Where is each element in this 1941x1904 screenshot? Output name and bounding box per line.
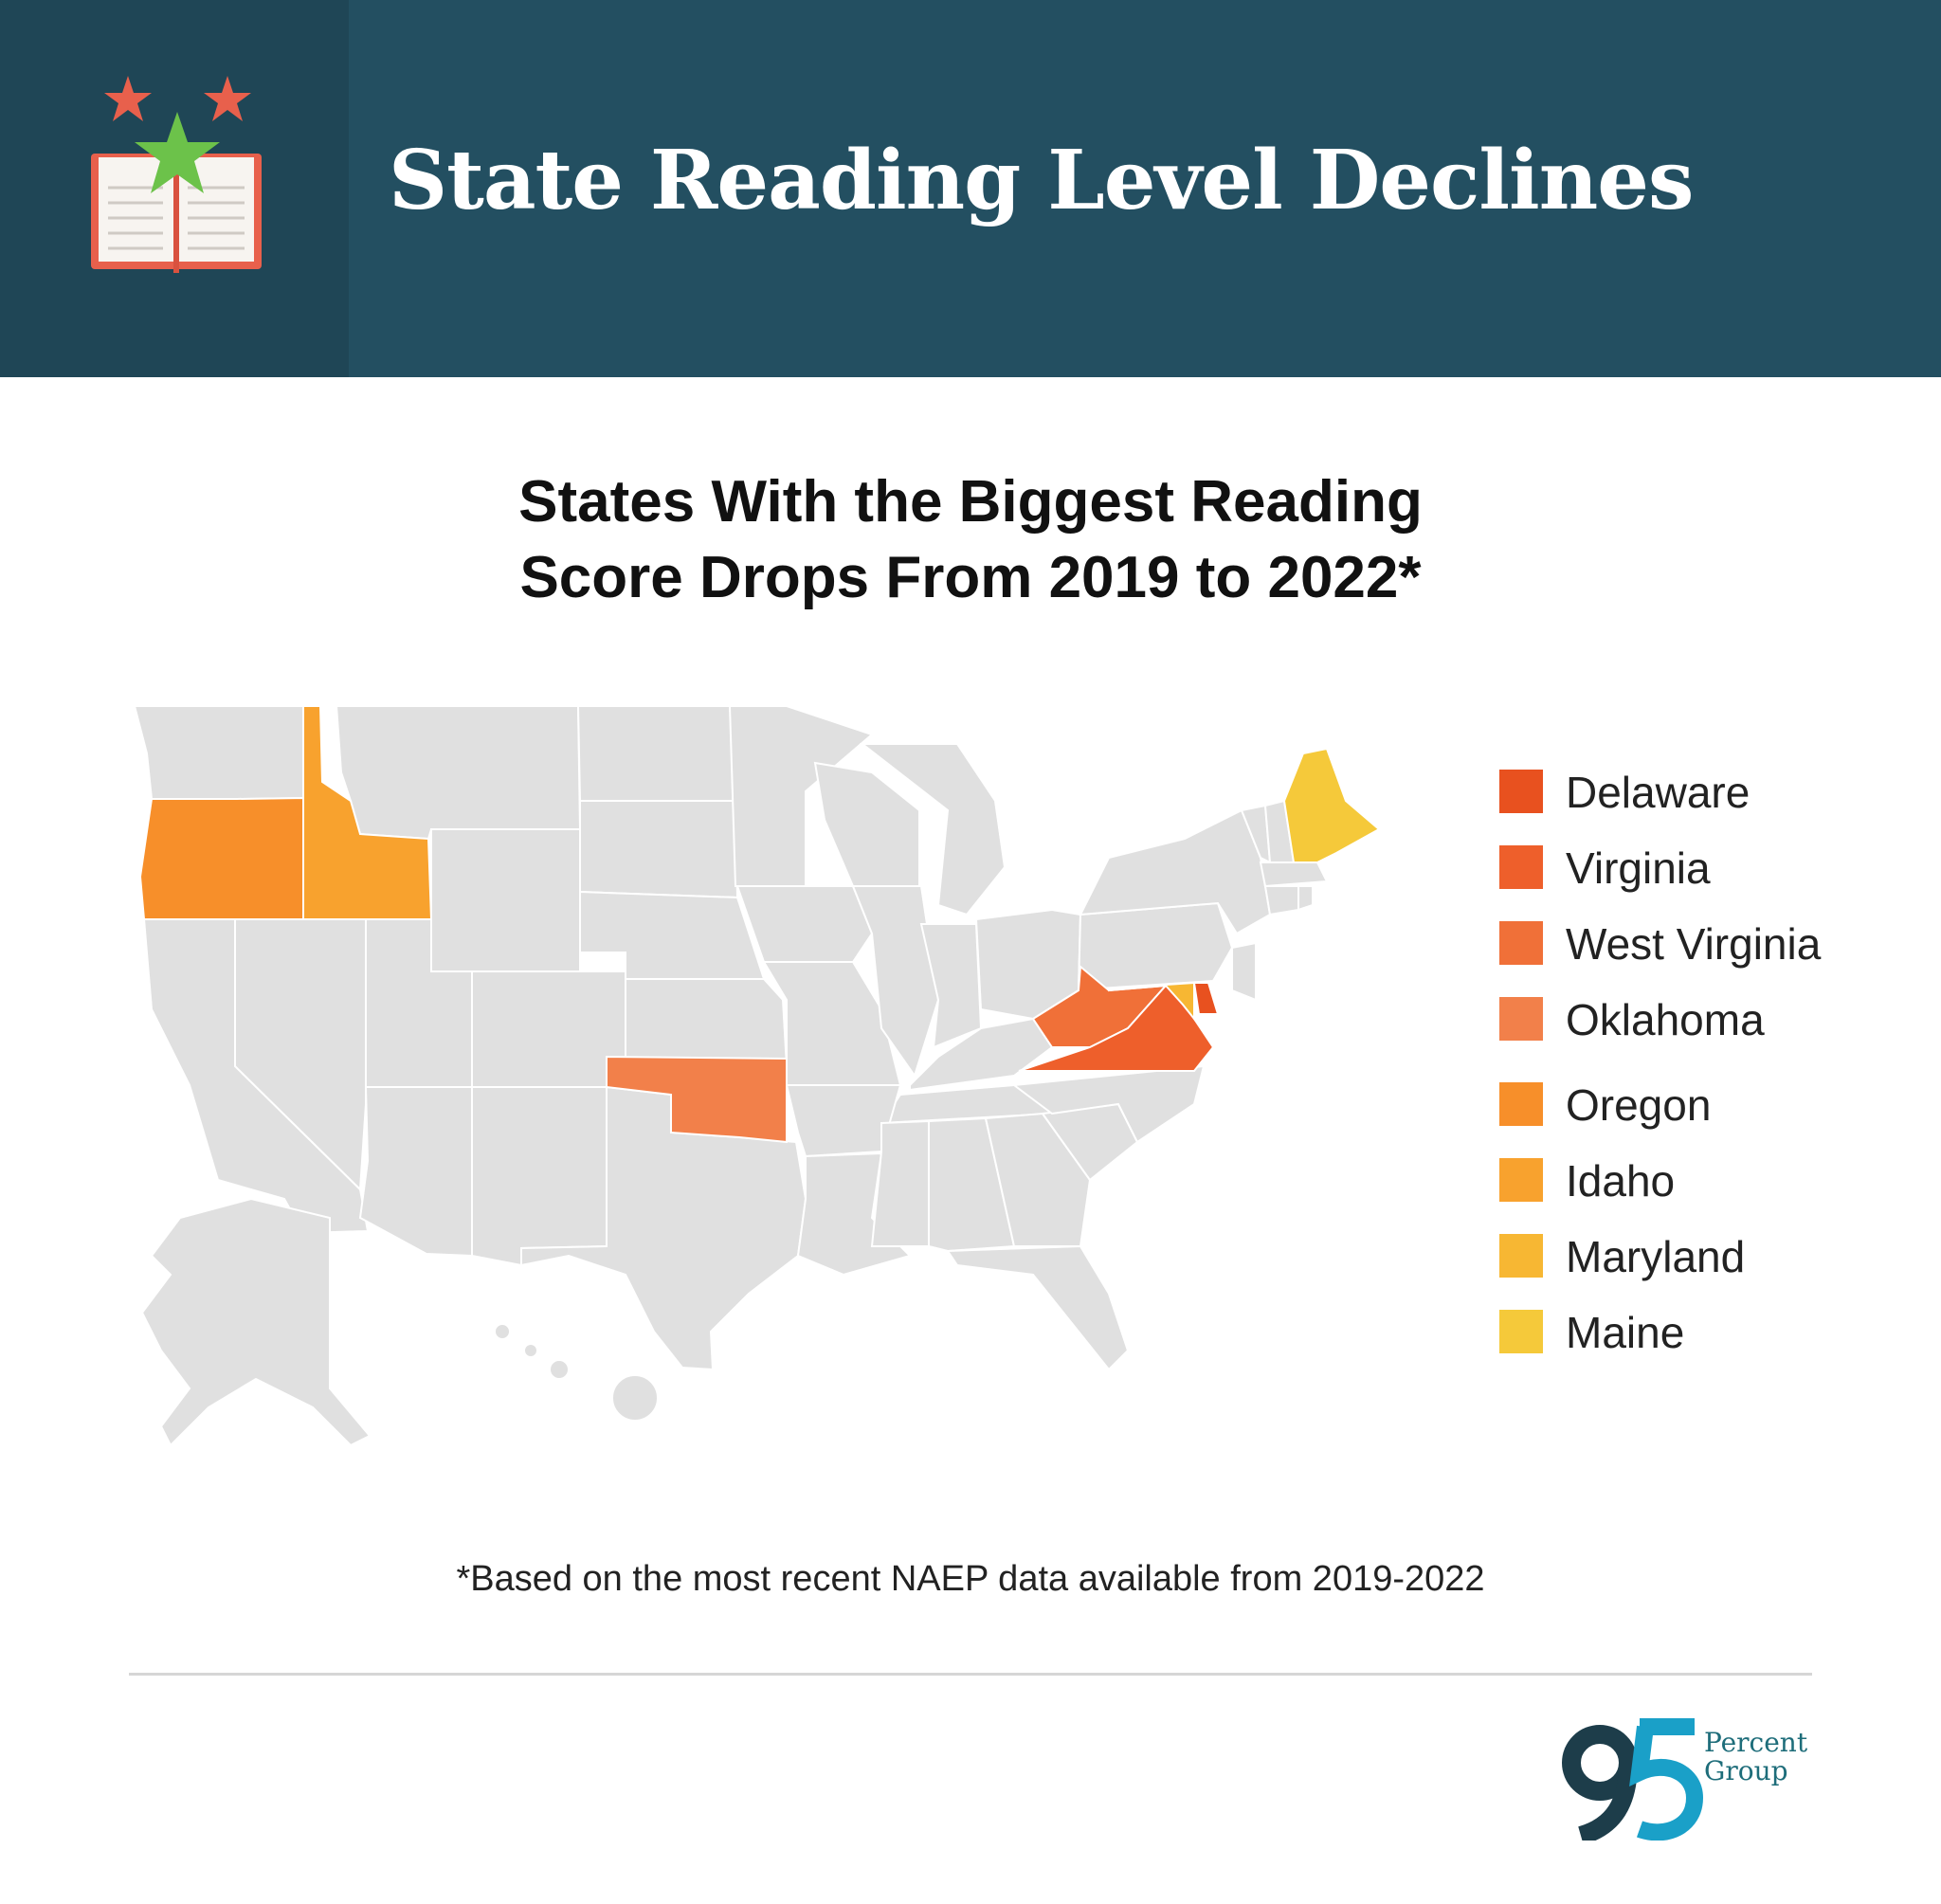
state-oregon (138, 796, 304, 920)
map-title-line-2: Score Drops From 2019 to 2022* (519, 545, 1422, 610)
state-georgia (984, 1112, 1092, 1247)
state-rhode-island (1297, 885, 1314, 912)
legend-label: Delaware (1566, 768, 1751, 817)
state-north-carolina (1011, 1064, 1206, 1144)
legend-label: Maryland (1566, 1232, 1746, 1281)
divider (129, 1673, 1812, 1676)
state-washington (133, 705, 304, 800)
state-mississippi (870, 1119, 930, 1247)
map-title-line-1: States With the Biggest Reading (518, 469, 1423, 535)
state-colorado (471, 970, 626, 1088)
state-nebraska (579, 890, 766, 980)
us-map (123, 687, 1381, 1447)
legend-label: Oregon (1566, 1080, 1712, 1130)
left-star-icon (104, 76, 152, 121)
95-percent-group-logo (1562, 1718, 1704, 1841)
state-pennsylvania-shape (1077, 901, 1234, 992)
state-wisconsin (813, 761, 920, 887)
state-south-dakota (579, 800, 739, 899)
logo-text-percent: Percent (1704, 1727, 1808, 1758)
legend-label: Idaho (1566, 1156, 1676, 1206)
state-new-york (1079, 808, 1272, 935)
state-connecticut (1263, 885, 1299, 916)
page-title: State Reading Level Declines (389, 133, 1694, 228)
right-star-icon (204, 76, 251, 121)
state-north-dakota (576, 705, 737, 802)
legend-label: West Virginia (1566, 919, 1822, 969)
state-montana (335, 705, 582, 841)
map-title: States With the Biggest Reading Score Dr… (0, 464, 1941, 616)
legend-label: Virginia (1566, 843, 1711, 893)
state-iowa (735, 885, 874, 963)
header-banner: State Reading Level Declines (0, 0, 1941, 377)
state-delaware (1192, 982, 1220, 1015)
legend-swatch (1499, 1158, 1543, 1202)
center-star-icon (135, 112, 220, 193)
state-oklahoma (606, 1055, 788, 1144)
legend-swatch (1499, 770, 1543, 813)
state-massachusetts (1259, 861, 1329, 888)
state-florida (946, 1244, 1130, 1371)
header-icon-box (0, 0, 349, 377)
legend-swatch (1499, 921, 1543, 965)
state-alaska (140, 1197, 372, 1447)
footnote: *Based on the most recent NAEP data avai… (456, 1559, 1485, 1599)
state-michigan (860, 743, 1007, 916)
logo-text-group: Group (1704, 1755, 1788, 1786)
state-new-mexico (471, 1086, 608, 1267)
state-kentucky (909, 1017, 1054, 1092)
state-hawaii (494, 1323, 659, 1422)
state-idaho (302, 705, 433, 920)
book-stars-icon (91, 76, 262, 273)
state-arizona (358, 1086, 473, 1258)
legend-label: Maine (1566, 1308, 1685, 1357)
legend-swatch (1499, 997, 1543, 1041)
legend-label: Oklahoma (1566, 995, 1765, 1044)
state-new-jersey (1231, 941, 1257, 1002)
legend-swatch (1499, 1082, 1543, 1126)
state-kansas (625, 978, 789, 1067)
legend-swatch (1499, 845, 1543, 889)
legend-swatch (1499, 1234, 1543, 1278)
state-wyoming (430, 828, 581, 972)
state-indiana (919, 923, 983, 1049)
legend-swatch (1499, 1310, 1543, 1353)
state-illinois (851, 885, 940, 1079)
state-maine (1282, 747, 1381, 863)
